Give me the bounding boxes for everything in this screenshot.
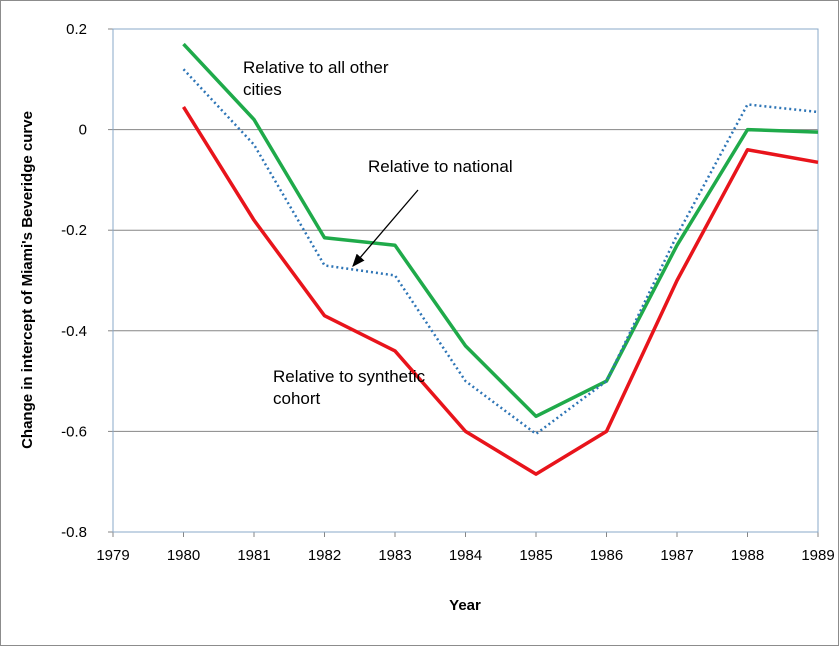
annotation-arrow [352, 189, 419, 267]
series-annotation: Relative to all other cities [243, 58, 389, 99]
x-tick-label: 1984 [449, 547, 482, 564]
x-tick-label: 1985 [519, 547, 552, 564]
y-tick-label: 0 [79, 122, 87, 139]
x-tick-label: 1980 [167, 547, 200, 564]
y-tick-label: 0.2 [66, 21, 87, 38]
y-tick-label: -0.2 [61, 222, 87, 239]
y-tick-label: -0.6 [61, 423, 87, 440]
x-tick-label: 1989 [801, 547, 834, 564]
y-tick-label: -0.4 [61, 323, 87, 340]
y-axis-label: Change in intercept of Miami's Beveridge… [19, 111, 36, 449]
x-tick-label: 1986 [590, 547, 623, 564]
x-tick-label: 1988 [731, 547, 764, 564]
series-line [182, 42, 819, 419]
x-tick-label: 1979 [96, 547, 129, 564]
y-tick-label: -0.8 [61, 524, 87, 541]
series-line [182, 106, 819, 476]
series-line [182, 68, 819, 436]
series-annotation: Relative to synthetic cohort [273, 367, 426, 408]
series-annotation: Relative to national [368, 157, 513, 176]
x-tick-label: 1982 [308, 547, 341, 564]
x-tick-label: 1987 [660, 547, 693, 564]
x-axis-label: Year [449, 597, 481, 614]
x-tick-label: 1983 [378, 547, 411, 564]
plot-border [112, 28, 819, 533]
x-tick-label: 1981 [237, 547, 270, 564]
